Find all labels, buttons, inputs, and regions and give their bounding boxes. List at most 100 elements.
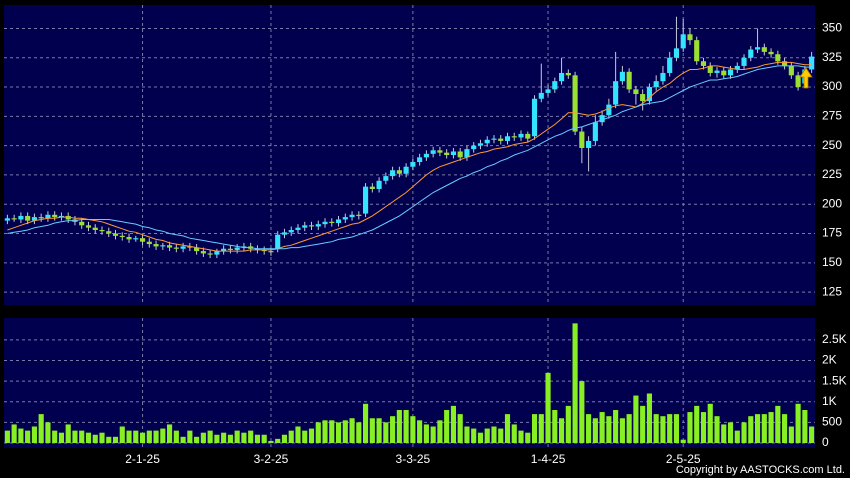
volume-bar [329, 420, 335, 444]
candle-body [613, 81, 619, 105]
candle-body [646, 87, 652, 102]
candle-body [673, 48, 680, 58]
y-tick-label: 0 [822, 435, 829, 449]
volume-bar [484, 428, 490, 444]
volume-bar [721, 424, 727, 444]
volume-bar [558, 418, 565, 444]
candle-body [25, 215, 31, 221]
volume-bar [99, 432, 105, 444]
volume-bar [788, 426, 794, 444]
candle-body [633, 89, 639, 95]
candle-body [504, 136, 511, 141]
volume-bar [741, 422, 747, 444]
volume-bar [673, 414, 680, 444]
candle-body [18, 215, 24, 220]
volume-bar [335, 422, 342, 444]
volume-bar [464, 426, 470, 444]
candle-body [410, 162, 416, 167]
volume-bar [4, 430, 10, 444]
candle-body [775, 54, 781, 62]
candle-body [254, 248, 261, 250]
volume-bar [444, 410, 450, 444]
volume-bar [707, 403, 713, 444]
volume-bar [680, 439, 686, 444]
y-tick-label: 175 [822, 226, 842, 240]
candle-body [606, 104, 612, 116]
volume-bar [221, 432, 227, 444]
candle-body [558, 72, 565, 82]
volume-bar [667, 414, 673, 444]
candle-body [450, 151, 456, 155]
volume-bar [403, 410, 409, 444]
candle-body [369, 186, 375, 189]
candle-body [586, 140, 592, 148]
volume-bar [498, 428, 504, 444]
volume-bar [349, 418, 355, 444]
volume-bar [694, 405, 700, 444]
volume-bar [85, 432, 92, 444]
candle-body [525, 133, 531, 139]
volume-bar [106, 436, 112, 444]
candle-body [4, 218, 10, 221]
candle-body [484, 139, 490, 144]
candle-body [281, 232, 288, 235]
volume-bar [281, 434, 288, 444]
volume-bar [234, 430, 240, 444]
candle-body [335, 219, 342, 223]
volume-bar [119, 426, 125, 444]
volume-bar [376, 418, 382, 444]
candle-body [579, 131, 585, 148]
volume-bar [795, 403, 801, 444]
volume-bar [261, 434, 267, 444]
candle-body [160, 245, 166, 247]
candle-body [376, 180, 382, 189]
volume-bar [146, 430, 152, 444]
volume-bar [687, 412, 693, 444]
candle-body [153, 244, 159, 247]
volume-bar [809, 426, 815, 444]
volume-bar [241, 432, 247, 444]
candle-body [471, 145, 477, 150]
volume-bar [417, 420, 423, 444]
y-tick-label: 200 [822, 196, 842, 210]
volume-bar [167, 424, 173, 444]
volume-bar [173, 430, 179, 444]
x-tick-label: 3-2-25 [254, 452, 289, 466]
candle-body [45, 214, 51, 219]
x-tick-label: 3-3-25 [396, 452, 431, 466]
volume-bar [363, 403, 369, 444]
candle-body [464, 149, 470, 158]
y-tick-label: 325 [822, 50, 842, 64]
volume-bar [450, 405, 456, 444]
candle-body [139, 238, 146, 242]
candle-body [308, 225, 315, 227]
volume-bar [734, 430, 740, 444]
candle-body [667, 57, 673, 73]
candle-body [38, 217, 44, 219]
candle-body [261, 249, 267, 252]
volume-bar [754, 414, 761, 444]
candle-body [714, 70, 720, 73]
candle-body [119, 235, 125, 238]
x-tick-label: 2-1-25 [125, 452, 160, 466]
volume-bar [626, 414, 632, 444]
volume-bar [565, 405, 571, 444]
volume-bar [619, 418, 625, 444]
volume-bar [599, 412, 605, 444]
candle-body [329, 221, 335, 223]
volume-bar [194, 436, 200, 444]
volume-bar [214, 434, 220, 444]
volume-bar [322, 420, 328, 444]
candle-body [349, 214, 355, 218]
volume-bar [207, 430, 213, 444]
volume-bar [200, 432, 206, 444]
volume-bar [504, 414, 511, 444]
candle-body [545, 89, 551, 93]
candle-body [788, 65, 794, 76]
signal-arrow [799, 67, 813, 89]
candle-body [65, 215, 71, 220]
candle-body [180, 246, 186, 249]
volume-bar [133, 430, 139, 444]
volume-bar [308, 428, 315, 444]
